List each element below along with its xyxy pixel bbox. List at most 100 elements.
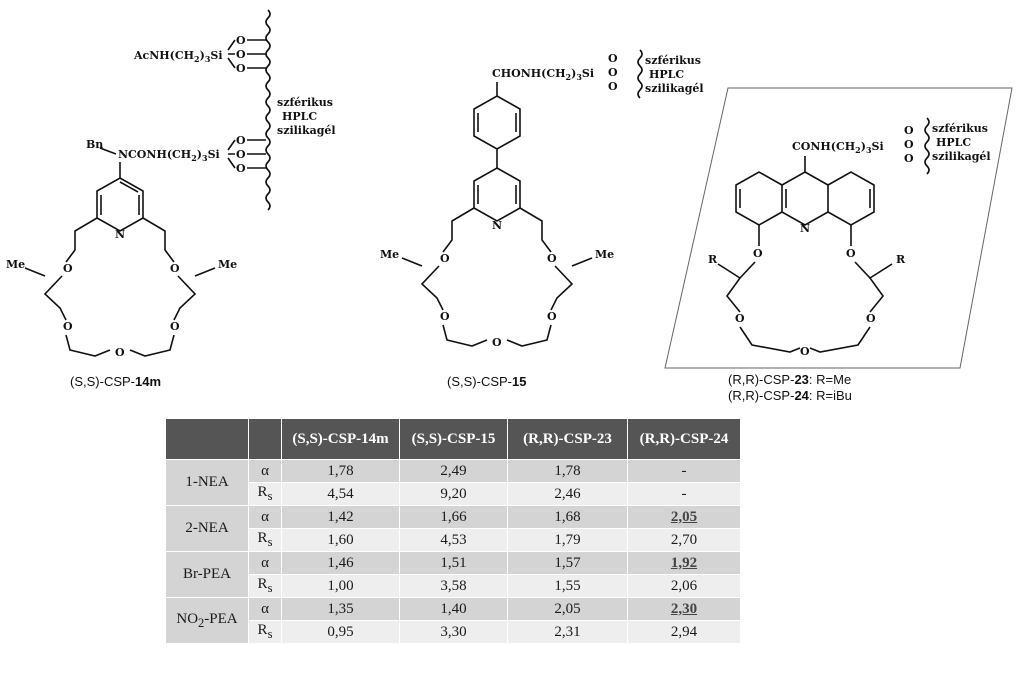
structure-csp-23-24: CONH(CH2)3Si O O O szférikus HPLC szilik… — [664, 87, 1013, 403]
param-alpha: α — [248, 597, 282, 621]
header-empty — [248, 418, 282, 460]
table-header-row: (S,S)-CSP-14m (S,S)-CSP-15 (R,R)-CSP-23 … — [165, 418, 741, 460]
o-atom: O — [608, 66, 618, 79]
o-atom: O — [236, 162, 246, 175]
table-row: Rs 1,00 3,58 1,55 2,06 — [166, 574, 741, 598]
param-rs: Rs — [248, 574, 282, 598]
o-atom: O — [608, 52, 618, 65]
value-cell: 1,78 — [507, 459, 628, 483]
o-atom: O — [904, 152, 914, 165]
value-cell: 2,46 — [507, 482, 628, 506]
value-cell: 1,42 — [281, 505, 400, 529]
best-value: 1,92 — [670, 554, 698, 571]
support-label: HPLC — [936, 136, 971, 149]
best-value: 2,05 — [670, 508, 698, 525]
value-cell: 1,46 — [281, 551, 400, 575]
me-label: Me — [595, 248, 614, 261]
table-row: 1-NEA α 1,78 2,49 1,78 - — [165, 459, 741, 506]
value-cell: 2,94 — [627, 620, 741, 644]
value-cell: 9,20 — [399, 482, 508, 506]
header-csp-23: (R,R)-CSP-23 — [507, 418, 628, 460]
o-atom: O — [63, 262, 73, 275]
table-row: Br-PEA α 1,46 1,51 1,57 1,92 — [165, 551, 741, 598]
caption-csp-14m: (S,S)-CSP-14m — [70, 374, 161, 389]
value-cell: 2,05 — [507, 597, 628, 621]
o-atom: O — [440, 252, 450, 265]
n-atom: N — [115, 228, 125, 241]
o-atom: O — [170, 320, 180, 333]
param-rs: Rs — [248, 620, 282, 644]
param-alpha: α — [248, 459, 282, 483]
chonh-linker-label: CHONH(CH2)3Si — [492, 67, 594, 82]
me-label: Me — [6, 258, 25, 271]
separation-table-container: (S,S)-CSP-14m (S,S)-CSP-15 (R,R)-CSP-23 … — [165, 418, 741, 644]
param-alpha: α — [248, 505, 282, 529]
header-empty — [165, 418, 249, 460]
ncnh-linker-label: NCONH(CH2)3Si — [118, 148, 220, 163]
caption-csp-15: (S,S)-CSP-15 — [447, 374, 526, 389]
o-atom: O — [236, 148, 246, 161]
support-label: szférikus — [932, 122, 988, 135]
me-label: Me — [218, 258, 237, 271]
param-rs: Rs — [248, 482, 282, 506]
r-label: R — [708, 253, 718, 266]
table-row: Rs 1,60 4,53 1,79 2,70 — [166, 528, 741, 552]
o-atom: O — [236, 34, 246, 47]
value-cell: 1,78 — [281, 459, 400, 483]
o-atom: O — [547, 310, 557, 323]
table-row: Rs 4,54 9,20 2,46 - — [166, 482, 741, 506]
support-label: szilikagél — [645, 82, 704, 95]
value-cell: 2,05 — [627, 505, 741, 529]
value-cell: 2,31 — [507, 620, 628, 644]
value-cell: 2,06 — [627, 574, 741, 598]
value-cell: 1,60 — [281, 528, 400, 552]
table-row: 2-NEA α 1,42 1,66 1,68 2,05 — [165, 505, 741, 552]
support-label: HPLC — [649, 68, 684, 81]
value-cell: 1,57 — [507, 551, 628, 575]
o-atom: O — [846, 247, 856, 260]
value-cell: - — [627, 459, 741, 483]
conh-linker-label: CONH(CH2)3Si — [792, 140, 884, 155]
o-atom: O — [236, 48, 246, 61]
value-cell: 1,55 — [507, 574, 628, 598]
caption-csp-23: (R,R)-CSP-23: R=Me — [728, 372, 851, 387]
bn-label: Bn — [86, 138, 103, 151]
o-atom: O — [904, 138, 914, 151]
o-atom: O — [115, 346, 125, 359]
analyte-cell: 1-NEA — [165, 459, 249, 506]
analyte-cell: NO2-PEA — [165, 597, 249, 644]
me-label: Me — [380, 248, 399, 261]
header-csp-24: (R,R)-CSP-24 — [627, 418, 741, 460]
table-row: NO2-PEA α 1,35 1,40 2,05 2,30 — [165, 597, 741, 644]
support-label: szilikagél — [932, 150, 991, 163]
value-cell: 1,79 — [507, 528, 628, 552]
value-cell: 1,35 — [281, 597, 400, 621]
table-row: Rs 0,95 3,30 2,31 2,94 — [166, 620, 741, 644]
structure-csp-15: CHONH(CH2)3Si O O O szférikus HPLC szili… — [380, 49, 704, 389]
header-csp-14m: (S,S)-CSP-14m — [281, 418, 400, 460]
o-atom: O — [236, 134, 246, 147]
parallelogram-frame — [664, 87, 1013, 369]
value-cell: 4,54 — [281, 482, 400, 506]
o-atom: O — [63, 320, 73, 333]
o-atom: O — [608, 80, 618, 93]
header-csp-15: (S,S)-CSP-15 — [399, 418, 508, 460]
support-label: HPLC — [282, 110, 317, 123]
o-atom: O — [866, 312, 876, 325]
o-atom: O — [440, 310, 450, 323]
o-atom: O — [904, 124, 914, 137]
value-cell: 2,70 — [627, 528, 741, 552]
value-cell: 2,30 — [627, 597, 741, 621]
value-cell: 1,66 — [399, 505, 508, 529]
best-value: 2,30 — [670, 600, 698, 617]
param-alpha: α — [248, 551, 282, 575]
value-cell: 3,58 — [399, 574, 508, 598]
value-cell: 4,53 — [399, 528, 508, 552]
o-atom: O — [492, 336, 502, 349]
caption-csp-24: (R,R)-CSP-24: R=iBu — [728, 388, 852, 403]
analyte-cell: Br-PEA — [165, 551, 249, 598]
silica-surface-line — [265, 9, 271, 211]
o-atom: O — [800, 345, 810, 358]
o-atom: O — [236, 62, 246, 75]
support-label: szférikus — [645, 54, 701, 67]
